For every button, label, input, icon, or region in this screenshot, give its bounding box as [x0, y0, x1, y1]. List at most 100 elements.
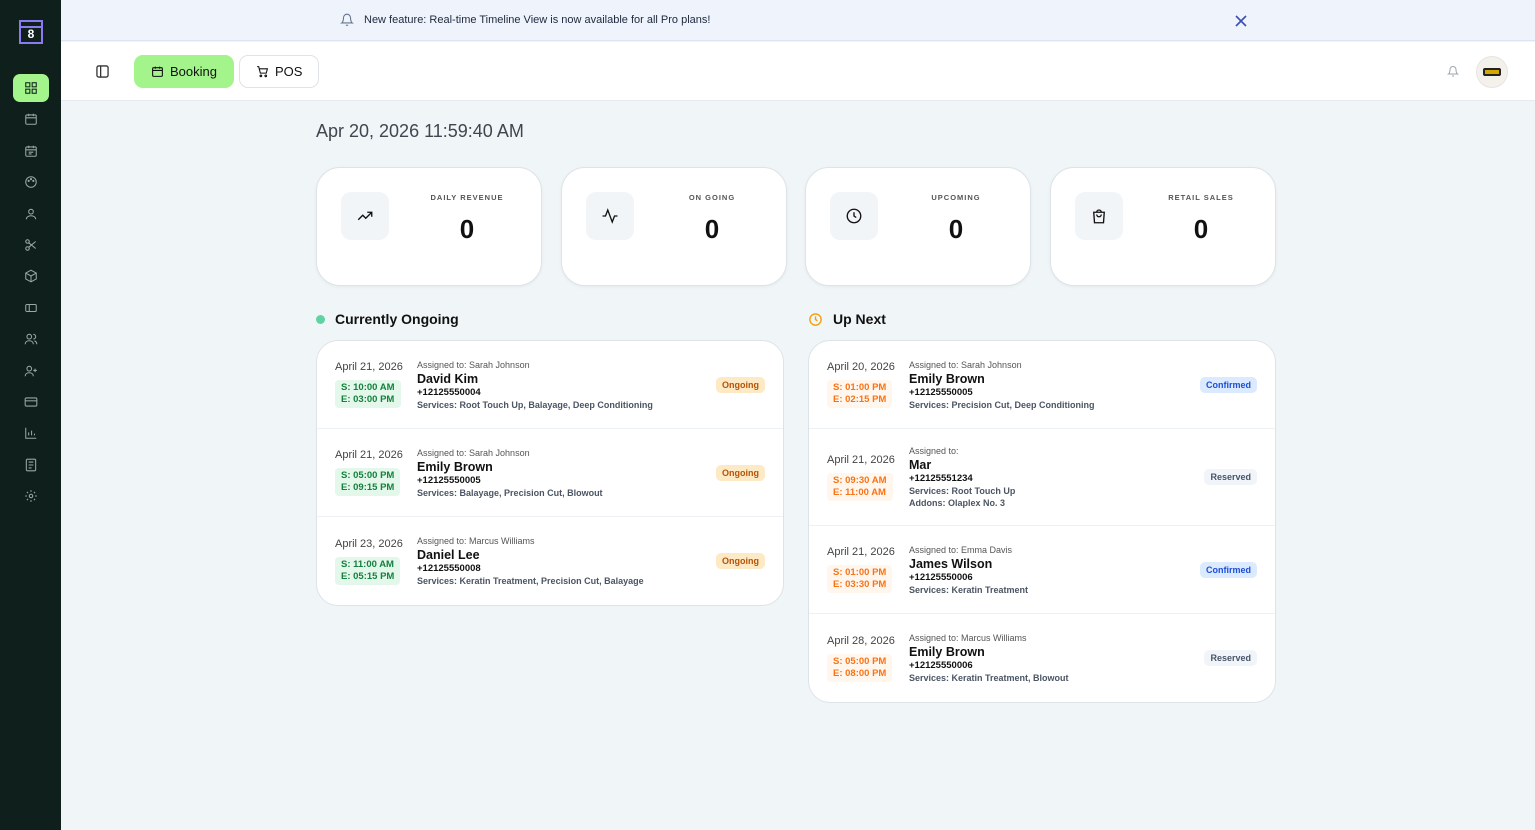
date: April 21, 2026 — [827, 546, 895, 558]
date-col: April 21, 2026 S: 01:00 PM E: 03:30 PM — [827, 546, 909, 593]
status-dot — [316, 314, 325, 324]
stat-card: ON GOING 0 — [561, 167, 787, 286]
nav-item[interactable] — [13, 325, 49, 353]
nav-item[interactable] — [13, 388, 49, 416]
nav-item[interactable] — [13, 74, 49, 102]
stat-label: ON GOING — [688, 193, 736, 202]
phone: +12125551234 — [909, 473, 973, 484]
stat-label: DAILY REVENUE — [430, 193, 504, 202]
section-title: Currently Ongoing — [335, 311, 459, 327]
nav-item[interactable] — [13, 137, 49, 165]
info-col: Assigned to: Marcus Williams Emily Brown +… — [909, 633, 1204, 683]
nav-icon — [25, 145, 37, 157]
status-badge: Confirmed — [1200, 376, 1257, 393]
appointment[interactable]: April 21, 2026 S: 01:00 PM E: 03:30 PM Assi… — [809, 526, 1275, 614]
end-time: E: 02:15 PM — [833, 394, 887, 405]
info-col: Assigned to: Sarah Johnson David Kim +1212… — [417, 360, 716, 410]
detail: Services: Keratin Treatment — [909, 584, 1029, 595]
stat-icon — [830, 192, 878, 240]
nav-icon — [25, 208, 37, 219]
nav-icon — [24, 397, 38, 407]
assigned: Assigned to: Sarah Johnson — [417, 447, 530, 458]
notifications[interactable] — [1447, 65, 1459, 78]
nav-item[interactable] — [13, 294, 49, 322]
nav-item[interactable] — [13, 419, 49, 447]
start-time: S: 01:00 PM — [833, 382, 887, 393]
detail: Services: Precision Cut, Deep Conditioni… — [909, 399, 1095, 410]
tab-label: POS — [275, 64, 303, 79]
client-name: Emily Brown — [909, 645, 985, 659]
info-col: Assigned to: Emma Davis James Wilson +1212… — [909, 545, 1200, 595]
detail: Services: Keratin Treatment, Precision C… — [417, 576, 644, 586]
status-badge: Ongoing — [716, 464, 765, 481]
nav-item[interactable] — [13, 357, 49, 385]
time-badge: S: 10:00 AM E: 03:00 PM — [335, 380, 401, 408]
appointment[interactable]: April 20, 2026 S: 01:00 PM E: 02:15 PM Assi… — [809, 341, 1275, 429]
section-title: Up Next — [833, 311, 886, 327]
appointment[interactable]: April 28, 2026 S: 05:00 PM E: 08:00 PM Assi… — [809, 614, 1275, 702]
appointment[interactable]: April 21, 2026 S: 10:00 AM E: 03:00 PM Assi… — [317, 341, 783, 429]
tab[interactable]: Booking — [134, 55, 234, 88]
time-badge: S: 09:30 AM E: 11:00 AM — [827, 472, 893, 501]
avatar[interactable] — [1476, 56, 1508, 88]
nav-item[interactable] — [13, 231, 49, 259]
phone: +12125550004 — [417, 386, 481, 398]
info-col: Assigned to: Marcus Williams Daniel Lee +1… — [417, 536, 716, 586]
status-badge: Reserved — [1204, 650, 1257, 666]
logo[interactable]: 8 — [19, 20, 43, 44]
nav-item[interactable] — [13, 105, 49, 133]
nav-icon — [25, 458, 37, 472]
phone: +12125550006 — [909, 660, 973, 671]
stat-value: 0 — [948, 214, 964, 244]
nav-icon — [25, 239, 37, 251]
nav-item[interactable] — [13, 451, 49, 479]
appointment[interactable]: April 21, 2026 S: 05:00 PM E: 09:15 PM Assi… — [317, 429, 783, 517]
tab-label: Booking — [170, 64, 217, 79]
tab-icon — [257, 66, 269, 78]
date: April 21, 2026 — [335, 361, 403, 373]
detail: Services: Balayage, Precision Cut, Blowo… — [417, 487, 603, 498]
assigned: Assigned to: Marcus Williams — [909, 633, 1027, 643]
date-col: April 21, 2026 S: 10:00 AM E: 03:00 PM — [335, 361, 417, 408]
client-name: Daniel Lee — [417, 548, 480, 562]
tab[interactable]: POS — [239, 55, 320, 88]
nav-icon — [25, 114, 37, 126]
detail: Services: Root Touch Up, Balayage, Deep … — [417, 399, 653, 410]
end-time: E: 11:00 AM — [833, 486, 886, 498]
stat-card: UPCOMING 0 — [805, 167, 1031, 286]
icon — [357, 211, 373, 221]
close-button[interactable] — [1235, 15, 1247, 27]
date-col: April 21, 2026 S: 09:30 AM E: 11:00 AM — [827, 454, 909, 501]
stat-label: UPCOMING — [931, 193, 981, 202]
sidebar: 8 — [0, 0, 61, 830]
date-col: April 28, 2026 S: 05:00 PM E: 08:00 PM — [827, 635, 909, 682]
nav-item[interactable] — [13, 168, 49, 196]
nav-icon — [25, 82, 37, 94]
end-time: E: 03:00 PM — [341, 394, 395, 405]
nav-icon — [25, 303, 37, 312]
sidebar-toggle[interactable] — [96, 65, 109, 78]
nav-item[interactable] — [13, 200, 49, 228]
icon — [602, 208, 618, 224]
date-col: April 23, 2026 S: 11:00 AM E: 05:15 PM — [335, 538, 417, 585]
start-time: S: 10:00 AM — [341, 382, 395, 393]
end-time: E: 08:00 PM — [833, 667, 887, 679]
nav-icon — [25, 176, 37, 188]
time-badge: S: 11:00 AM E: 05:15 PM — [335, 556, 401, 585]
info-col: Assigned to: Mar +12125551234 Services: Roo… — [909, 446, 1204, 508]
nav-item[interactable] — [13, 482, 49, 510]
start-time: S: 05:00 PM — [341, 470, 395, 481]
stat-icon — [341, 192, 389, 240]
client-name: Emily Brown — [909, 371, 985, 386]
appointment[interactable]: April 23, 2026 S: 11:00 AM E: 05:15 PM Assi… — [317, 517, 783, 605]
end-time: E: 03:30 PM — [833, 579, 887, 590]
detail: Services: Root Touch Up — [909, 486, 1016, 496]
nav-item[interactable] — [13, 262, 49, 290]
info-col: Assigned to: Sarah Johnson Emily Brown +12… — [909, 360, 1200, 410]
time-badge: S: 05:00 PM E: 09:15 PM — [335, 468, 401, 496]
appointment[interactable]: April 21, 2026 S: 09:30 AM E: 11:00 AM Assi… — [809, 429, 1275, 526]
current-datetime: Apr 20, 2026 11:59:40 AM — [316, 121, 524, 141]
tab-icon — [152, 66, 163, 77]
stat-label: RETAIL SALES — [1168, 193, 1234, 202]
